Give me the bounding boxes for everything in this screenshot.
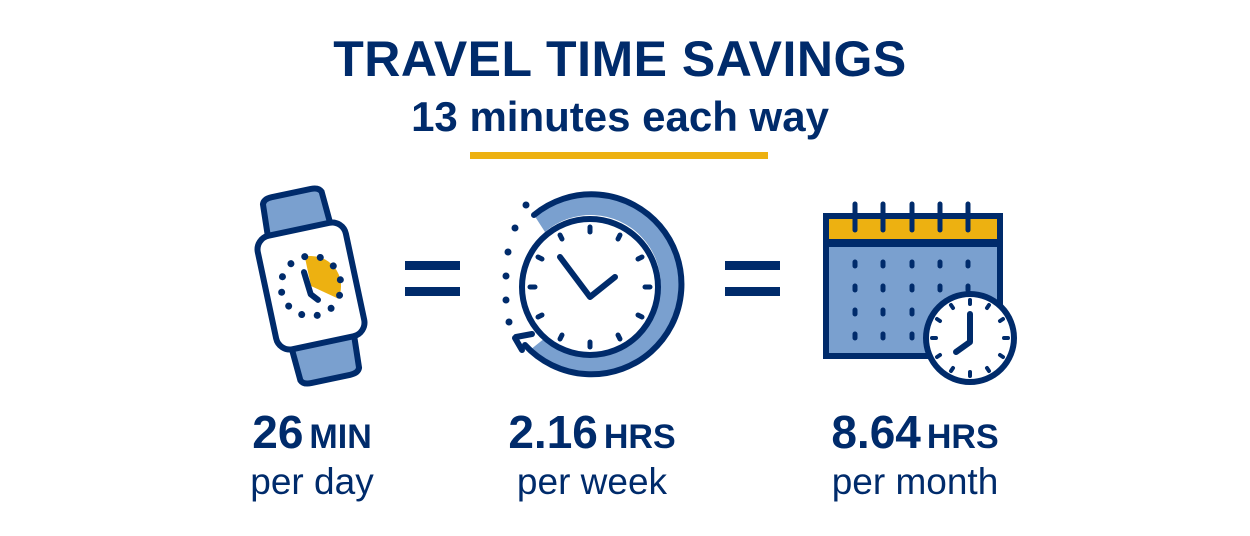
stat-period: per day xyxy=(250,461,374,502)
stat-value: 26 xyxy=(252,406,304,458)
stat-per-day: 26 MIN per day xyxy=(162,408,462,503)
stat-value: 2.16 xyxy=(508,406,598,458)
stat-period: per month xyxy=(831,461,999,502)
stat-unit: MIN xyxy=(309,418,372,456)
equals-icon xyxy=(725,261,780,296)
stat-period: per week xyxy=(516,461,668,502)
stat-unit: HRS xyxy=(926,418,999,456)
gold-divider xyxy=(470,152,768,159)
stat-value: 8.64 xyxy=(831,406,921,458)
stat-per-week: 2.16 HRS per week xyxy=(442,408,742,503)
page-title: TRAVEL TIME SAVINGS xyxy=(333,31,907,87)
subtitle: 13 minutes each way xyxy=(411,93,829,140)
smartwatch-icon xyxy=(254,185,368,387)
equals-icon xyxy=(405,261,460,296)
stat-unit: HRS xyxy=(603,418,676,456)
clock-rewind-icon xyxy=(502,191,685,378)
calendar-clock-icon xyxy=(823,201,1017,385)
stat-per-month: 8.64 HRS per month xyxy=(765,408,1065,503)
